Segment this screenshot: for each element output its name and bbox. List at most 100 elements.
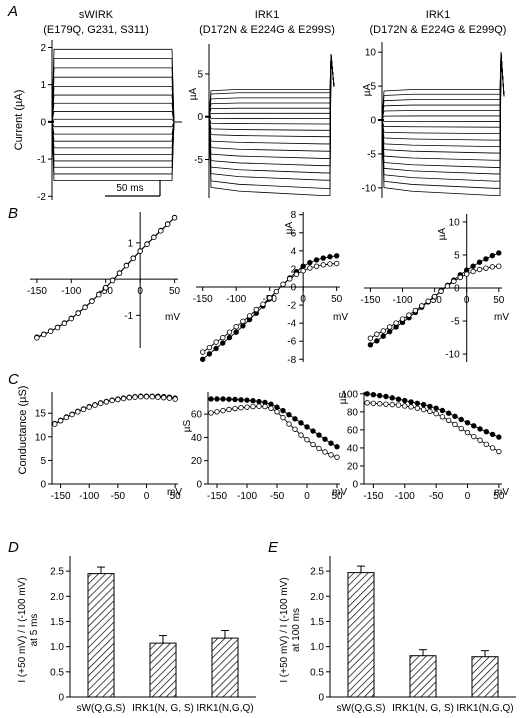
y-tick-label: 2.5 (310, 567, 324, 578)
data-point-open (300, 268, 306, 274)
y-tick-label: -8 (287, 355, 296, 366)
data-point-open (412, 307, 419, 314)
data-point-open (408, 404, 414, 410)
data-point-open (438, 288, 444, 295)
current-trace (208, 53, 335, 117)
y-tick-label: 1.0 (310, 642, 324, 653)
chart-c-6: -150 -100 -50 0 50 0 20 40 60 80 100 (341, 389, 505, 502)
data-point-open (273, 288, 280, 295)
data-point-filled (213, 345, 219, 352)
data-point-open (96, 291, 102, 298)
data-point-open (420, 406, 427, 413)
data-point-filled (376, 392, 383, 399)
data-point-open (164, 221, 171, 228)
data-point-filled (250, 398, 256, 404)
current-trace (51, 121, 182, 128)
trace-tick-label: -1 (37, 155, 46, 166)
trace-panel-2: -5 0 5 (194, 44, 335, 198)
data-point-open (445, 417, 452, 424)
data-point-open (298, 432, 304, 438)
current-trace (381, 51, 505, 175)
data-point-filled (389, 395, 395, 401)
current-trace (381, 51, 505, 196)
trace-y-label: Current (µA) (13, 90, 25, 151)
bar-d-y-label-line2: at 5 ms (29, 614, 40, 647)
data-point-open (393, 320, 399, 326)
data-point-open (75, 310, 81, 316)
data-point-filled (476, 259, 483, 265)
data-point-open (34, 335, 40, 341)
data-point-open (268, 405, 274, 412)
y-tick-label: 0 (291, 283, 297, 294)
data-point-filled (374, 338, 380, 344)
bar (149, 642, 177, 698)
y-tick-label: -4 (287, 319, 296, 330)
data-point-open (80, 406, 87, 413)
data-point-open (206, 344, 213, 351)
trace-tick-label: 1 (40, 80, 46, 91)
data-point-open (477, 437, 483, 443)
y-tick-label: 8 (291, 210, 297, 221)
data-point-open (406, 312, 412, 318)
x-tick-label: 0 (465, 491, 471, 502)
data-point-open (414, 405, 421, 411)
data-point-open (427, 408, 433, 415)
y-tick-label: -1 (124, 311, 133, 322)
data-point-open (63, 414, 70, 421)
data-point-filled (220, 396, 226, 402)
chart-c-5: -150 -100 -50 0 50 0 20 40 60 (191, 392, 343, 502)
data-point-open (304, 437, 310, 443)
data-point-open (115, 396, 121, 403)
data-point-open (374, 331, 380, 337)
data-point-open (144, 241, 150, 247)
data-point-open (166, 395, 173, 401)
g-2-x-unit: mV (332, 487, 347, 498)
data-point-filled (334, 444, 340, 450)
y-tick-label: 15 (35, 409, 47, 420)
data-point-open (172, 396, 178, 402)
x-tick-label: -50 (270, 491, 285, 502)
data-point-open (383, 401, 389, 407)
y-tick-label: 80 (347, 407, 359, 418)
x-tick-label: 50 (493, 491, 505, 502)
panel-label-e: E (268, 539, 279, 556)
data-point-filled (286, 412, 292, 418)
data-point-open (109, 397, 115, 404)
data-point-open (399, 316, 406, 322)
g-2-y-unit: µS (182, 419, 193, 432)
data-point-open (483, 265, 489, 271)
y-tick-label: 5 (40, 456, 46, 467)
data-point-open (334, 454, 340, 460)
data-point-filled (313, 257, 320, 263)
x-tick-label: 0 (144, 491, 150, 502)
g-3-y-unit: µS (338, 391, 349, 404)
data-point-open (86, 404, 92, 410)
data-point-open (41, 331, 47, 338)
data-point-filled (458, 416, 464, 423)
iv-1-x-unit: mV (165, 312, 180, 323)
x-tick-label: -150 (51, 491, 71, 502)
g-3-x-unit: mV (494, 487, 509, 498)
y-tick-label: 0 (40, 480, 46, 491)
data-point-open (160, 394, 167, 401)
data-point-open (313, 263, 320, 269)
data-point-filled (333, 253, 340, 259)
data-point-open (327, 261, 333, 267)
data-point-filled (199, 356, 206, 362)
trace-title-3-name: IRK1 (426, 9, 450, 21)
bar-e-y-label-line2: at 100 ms (291, 608, 302, 652)
trace-title-1-mutations: (E179Q, G231, S311) (43, 24, 149, 36)
data-point-open (246, 313, 253, 319)
y-tick-label: 0.5 (310, 667, 324, 678)
data-point-filled (496, 250, 502, 256)
current-trace (381, 51, 505, 121)
data-point-filled (274, 404, 280, 410)
data-point-open (496, 263, 502, 269)
data-point-open (256, 403, 262, 409)
data-point-open (266, 295, 273, 301)
data-point-filled (307, 259, 313, 266)
current-trace (381, 51, 505, 161)
data-point-filled (226, 396, 232, 402)
data-point-open (439, 414, 446, 420)
